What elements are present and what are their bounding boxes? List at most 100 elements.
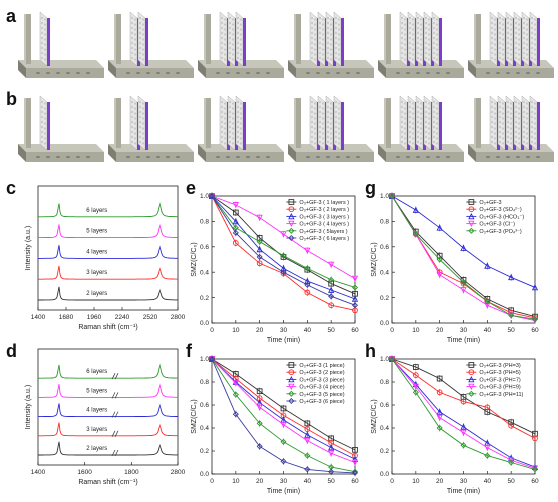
marker-diamond	[531, 316, 539, 323]
base-hole	[66, 156, 70, 158]
sphere	[493, 137, 497, 140]
sphere	[133, 137, 137, 140]
marker-diamond	[508, 312, 515, 319]
base-hole	[66, 72, 70, 74]
sphere	[334, 46, 338, 50]
sphere	[337, 38, 341, 41]
legend-label: O₃+GF-3 (HCO₃⁻)	[479, 214, 524, 220]
sphere	[525, 137, 529, 140]
marker-circle	[508, 422, 515, 429]
sphere	[318, 120, 322, 124]
marker-triangle-down	[304, 437, 311, 445]
sphere	[321, 33, 325, 36]
sphere	[329, 28, 333, 31]
pillar-highlight	[204, 14, 206, 64]
sphere	[133, 38, 137, 41]
marker-triangle	[351, 295, 359, 302]
base-hole	[136, 72, 140, 74]
sphere	[411, 127, 415, 130]
sphere	[239, 28, 243, 31]
sphere	[517, 117, 521, 120]
sphere	[525, 102, 529, 105]
sphere	[403, 38, 407, 41]
sphere	[239, 117, 243, 120]
sphere	[525, 58, 529, 61]
sphere	[141, 48, 145, 51]
sphere	[506, 51, 510, 55]
base-front	[386, 152, 464, 162]
x-tick-label: 20	[436, 478, 444, 485]
base-hole	[316, 156, 320, 158]
sphere	[223, 28, 227, 31]
sphere	[427, 43, 431, 46]
sphere	[416, 56, 420, 60]
sphere	[419, 102, 423, 105]
sheet-edge	[439, 102, 442, 150]
sphere	[141, 127, 145, 130]
sphere	[498, 36, 502, 40]
sphere	[133, 23, 137, 26]
sphere	[43, 33, 47, 36]
sphere	[130, 26, 134, 30]
sphere	[522, 140, 526, 144]
axis-break-mark	[114, 392, 119, 399]
sphere	[517, 112, 521, 115]
sphere	[514, 31, 518, 35]
sphere	[490, 110, 494, 114]
base-hole	[486, 156, 490, 158]
base-hole	[76, 156, 80, 158]
sphere	[321, 112, 325, 115]
sphere	[334, 41, 338, 45]
sphere	[533, 48, 537, 51]
marker-triangle	[256, 245, 263, 253]
x-tick-label: 40	[304, 478, 312, 485]
sphere	[40, 120, 44, 124]
series-label: 3 layers	[86, 427, 107, 433]
marker-square	[288, 362, 295, 368]
sphere	[326, 46, 330, 50]
marker-triangle-down	[256, 214, 263, 221]
sphere	[130, 135, 134, 139]
marker-diamond	[468, 227, 475, 234]
sphere	[514, 21, 518, 25]
sphere	[220, 135, 224, 139]
panel-label-c: c	[6, 178, 17, 198]
base-hole	[356, 156, 360, 158]
marker-triangle-down	[351, 459, 359, 466]
sphere	[522, 36, 526, 40]
x-tick-label: 50	[328, 327, 336, 334]
base-hole	[536, 72, 540, 74]
sheet-edge	[537, 102, 540, 150]
sphere	[231, 43, 235, 46]
sphere	[220, 46, 224, 50]
sphere	[501, 112, 505, 115]
legend-label: O₃+GF-3 (6 piece)	[299, 399, 344, 405]
sphere	[239, 112, 243, 115]
sphere	[239, 18, 243, 21]
sphere	[411, 102, 415, 105]
series-label: 2 layers	[86, 446, 107, 452]
marker-circle	[304, 289, 311, 296]
sphere	[141, 117, 145, 120]
sphere	[321, 127, 325, 130]
sphere	[400, 51, 404, 55]
sphere	[239, 107, 243, 110]
sphere	[231, 122, 235, 125]
y-tick-label: 0.4	[200, 425, 209, 432]
sphere	[530, 115, 534, 119]
series-label: 6 layers	[86, 208, 107, 214]
x-tick-label: 2240	[115, 314, 130, 321]
sphere	[130, 100, 134, 104]
sphere	[130, 125, 134, 129]
marker-triangle	[328, 286, 335, 293]
x-tick-label: 0	[210, 478, 214, 485]
sphere	[435, 58, 439, 61]
sphere	[220, 51, 224, 55]
raman-series-line	[38, 363, 178, 379]
axis-break-mark	[114, 373, 119, 380]
pillar	[24, 98, 31, 148]
sphere	[525, 112, 529, 115]
sphere	[522, 21, 526, 25]
sphere	[490, 105, 494, 109]
sphere	[337, 58, 341, 61]
